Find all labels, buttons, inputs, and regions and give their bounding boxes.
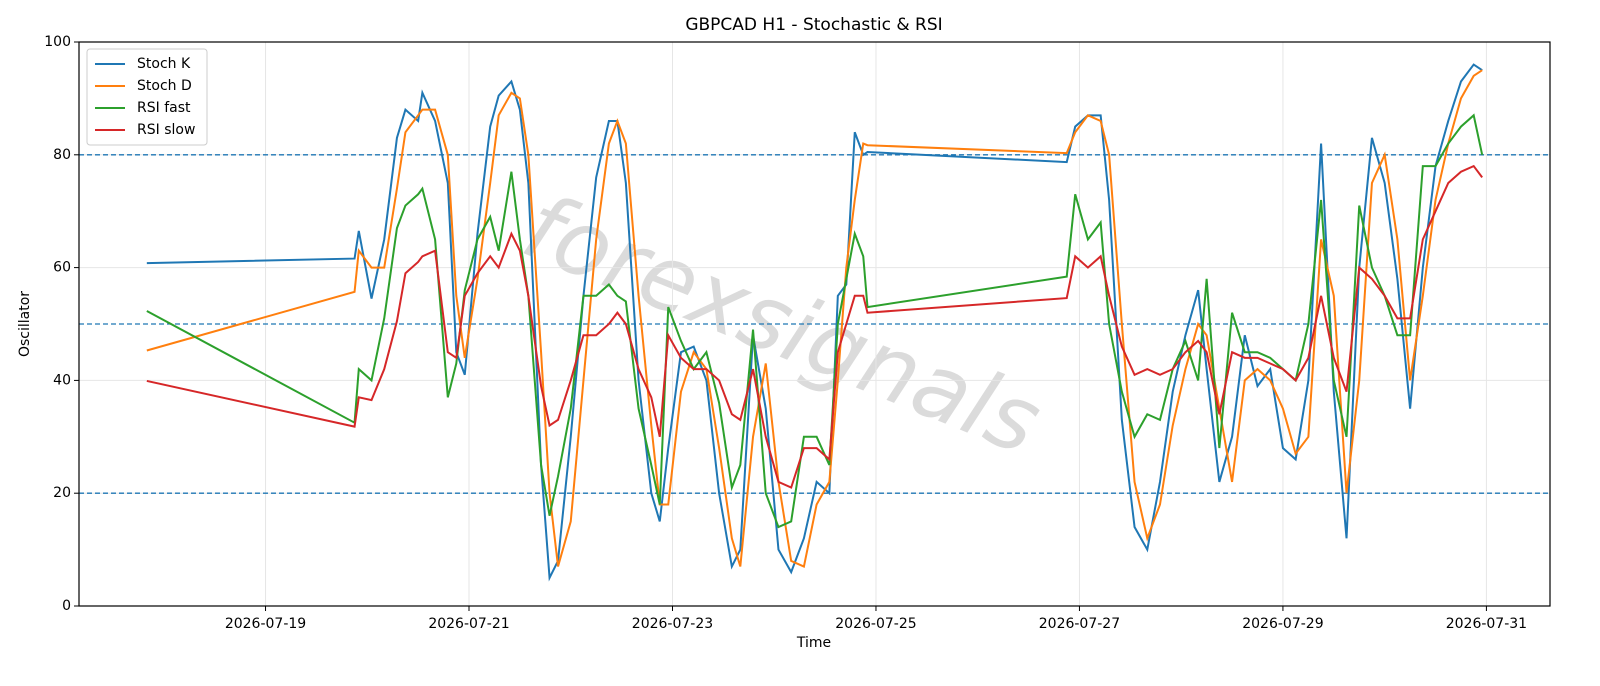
legend-label: RSI fast [137,100,191,116]
x-tick-label: 2026-07-19 [225,616,306,632]
plot-frame [78,41,1551,607]
y-tick-label: 40 [53,372,71,388]
x-tick-label: 2026-07-21 [428,616,509,632]
legend-box [86,48,208,146]
series-line [146,69,1483,568]
y-tick-label: 20 [53,485,71,501]
series-line [146,63,1483,582]
x-axis-label: Time [796,635,831,651]
series-line [146,113,1484,529]
x-tick-label: 2026-07-25 [835,616,916,632]
x-tick-label: 2026-07-23 [632,616,713,632]
x-tick-label: 2026-07-29 [1242,616,1323,632]
legend-label: Stoch D [137,78,192,94]
y-tick-label: 0 [62,598,71,614]
x-tick-label: 2026-07-31 [1446,616,1527,632]
y-tick-label: 60 [53,260,71,276]
y-tick-label: 100 [44,34,71,50]
x-tick-label: 2026-07-27 [1039,616,1120,632]
legend-label: Stoch K [137,56,191,72]
y-axis-label: Oscillator [17,291,33,357]
chart-title: GBPCAD H1 - Stochastic & RSI [685,15,942,35]
legend-label: RSI slow [137,122,195,138]
y-tick-label: 80 [53,147,71,163]
series-line [146,164,1483,489]
